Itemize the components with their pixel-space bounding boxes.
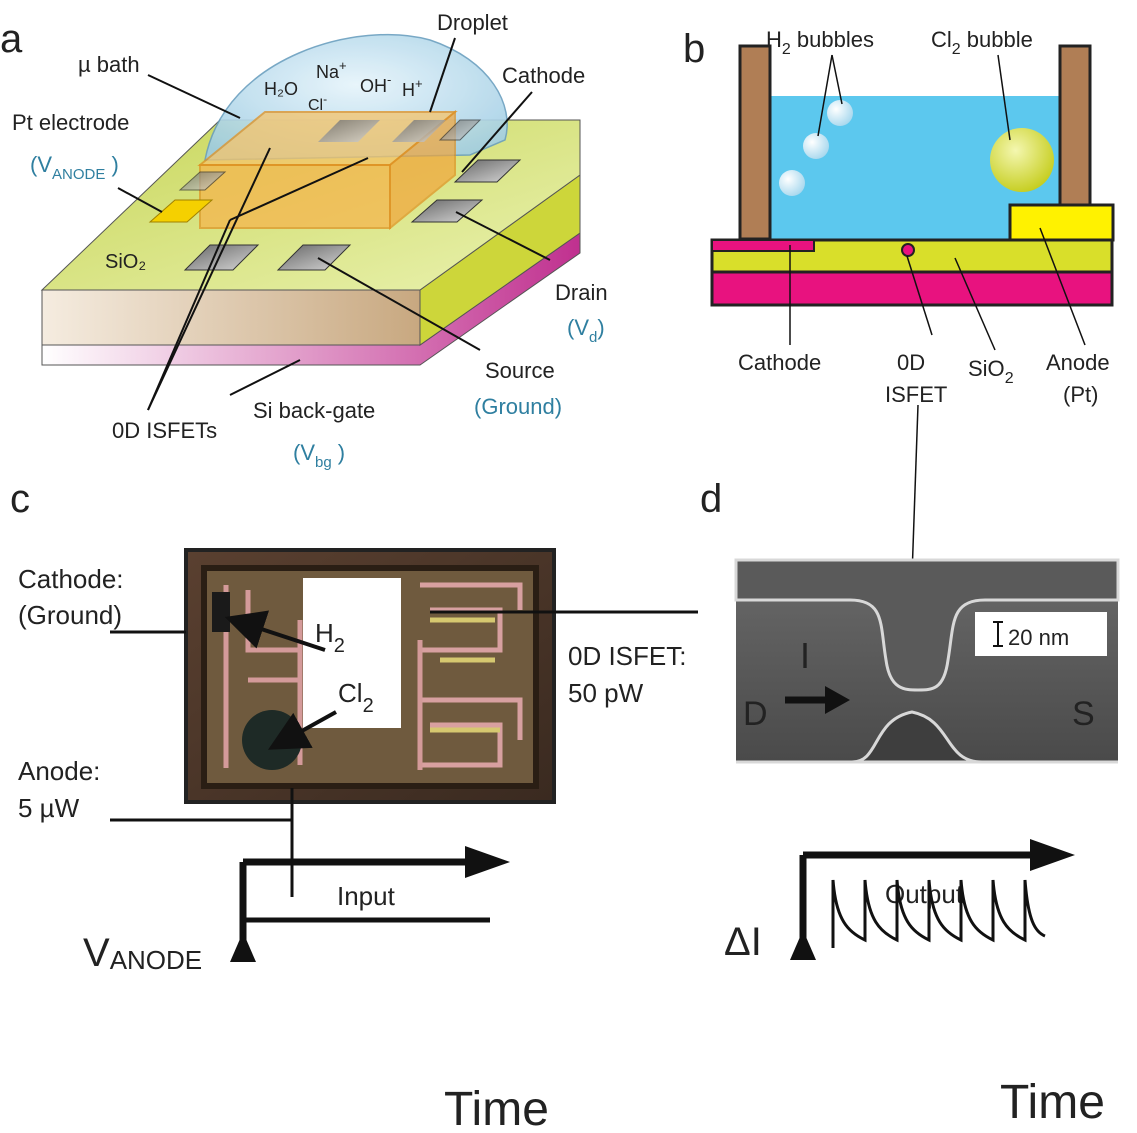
cl2-spot <box>242 710 302 770</box>
isfet-dot <box>901 243 915 257</box>
output-sawtooth-trace <box>831 879 1046 948</box>
droplet-label: Droplet <box>437 10 508 35</box>
isfet-label-c-1: 0D ISFET: <box>568 641 686 671</box>
drain-label: Drain <box>555 280 608 305</box>
cl2-bubble <box>990 128 1054 192</box>
vbg-label: (Vbg ) <box>293 440 345 471</box>
pt-electrode-pad <box>148 199 214 223</box>
panel-d: d 20 nm I D S Output ΔI Time <box>700 477 1120 1129</box>
panel-a-leader-lines <box>117 37 551 411</box>
contact-pad <box>183 244 260 271</box>
panel-c-leader-lines <box>110 610 698 897</box>
chip-traces <box>223 582 523 770</box>
contact-pad <box>438 119 482 141</box>
time-label-c: Time <box>444 1083 549 1133</box>
contact-pad <box>453 159 522 183</box>
h2-arrow <box>224 610 326 652</box>
mu-bath-label: µ bath <box>78 52 140 77</box>
anode-label-c-2: 5 µW <box>18 793 80 823</box>
cathode-label-b: Cathode <box>738 350 821 375</box>
input-label: Input <box>337 881 396 911</box>
source-label-d: S <box>1072 695 1095 733</box>
panel-a: a <box>0 10 608 471</box>
v-anode-label: (VANODE ) <box>30 152 119 183</box>
anode-label-c-1: Anode: <box>18 756 100 786</box>
isfet-label-b-1: 0D <box>897 350 925 375</box>
output-x-arrowhead <box>1030 839 1075 871</box>
cl-ion-label: Cl- <box>308 92 327 114</box>
cathode-label-c-1: Cathode: <box>18 564 124 594</box>
sem-gate-lower <box>736 710 1118 764</box>
cathode-label-c-2: (Ground) <box>18 600 122 630</box>
isfet-label-c-2: 50 pW <box>568 678 644 708</box>
anode-label-b-1: Anode <box>1046 350 1110 375</box>
cathode-label: Cathode <box>502 63 585 88</box>
oxide-front-face <box>41 289 421 346</box>
cl2-label-c: Cl2 <box>338 678 374 717</box>
sio2-label-a: SiO₂ <box>105 251 146 273</box>
input-plot <box>230 846 510 962</box>
panel-c-letter: c <box>10 477 30 521</box>
current-arrowhead <box>825 686 850 714</box>
cathode-strip <box>711 239 815 252</box>
oh-ion-label: OH- <box>360 72 391 96</box>
contact-pad <box>410 199 484 223</box>
h2-label-c: H2 <box>315 618 345 657</box>
h2-bubble <box>803 133 829 159</box>
panel-b-letter: b <box>683 27 705 71</box>
sem-gate-upper <box>734 558 1120 692</box>
current-label: I <box>800 635 810 676</box>
contact-pad <box>276 244 352 271</box>
si-layer <box>710 270 1114 307</box>
v-anode-axis-label: VANODE <box>83 931 202 975</box>
pt-electrode-label: Pt electrode <box>12 110 129 135</box>
isfet-label-b-2: ISFET <box>885 382 947 407</box>
na-ion-label: Na+ <box>316 58 347 82</box>
delta-i-label: ΔI <box>724 920 762 964</box>
h2o-label: H₂O <box>264 79 298 99</box>
panel-d-letter: d <box>700 477 722 521</box>
cl2-arrow <box>268 710 337 750</box>
back-gate-label: Si back-gate <box>253 398 375 423</box>
h2-bubble <box>779 170 805 196</box>
left-wall <box>738 44 772 241</box>
panel-b: b H2 bubbles Cl2 <box>683 27 1115 691</box>
anode-block <box>1008 203 1115 242</box>
vd-label: (Vd) <box>567 315 605 346</box>
output-plot <box>790 839 1075 960</box>
panel-c: c H2 Cl2 Cathode: (Ground) <box>10 477 698 1133</box>
h-ion-label: H+ <box>402 76 423 100</box>
contact-pads <box>178 119 522 271</box>
h2-bubbles-label: H2 bubbles <box>766 27 874 58</box>
h2-bubble <box>827 100 853 126</box>
chip-label-box <box>303 578 401 728</box>
sio2-label-b: SiO2 <box>968 356 1014 387</box>
cathode-spot <box>212 592 230 632</box>
drain-label-d: D <box>743 695 768 733</box>
scale-bar-label: 20 nm <box>1008 625 1069 650</box>
bath-pad <box>318 120 380 142</box>
source-label: Source <box>485 358 555 383</box>
input-y-arrowhead <box>230 932 256 962</box>
time-label-d: Time <box>1000 1076 1105 1129</box>
mu-bath-front <box>199 164 391 229</box>
ground-label-a: (Ground) <box>474 394 562 419</box>
bath-pad <box>392 120 446 142</box>
input-x-arrowhead <box>465 846 510 878</box>
cl2-bubble-label: Cl2 bubble <box>931 27 1033 58</box>
isfets-label: 0D ISFETs <box>112 418 217 443</box>
output-y-arrowhead <box>790 930 816 960</box>
panel-a-letter: a <box>0 17 23 61</box>
contact-pad <box>178 171 227 191</box>
anode-label-b-2: (Pt) <box>1063 382 1098 407</box>
